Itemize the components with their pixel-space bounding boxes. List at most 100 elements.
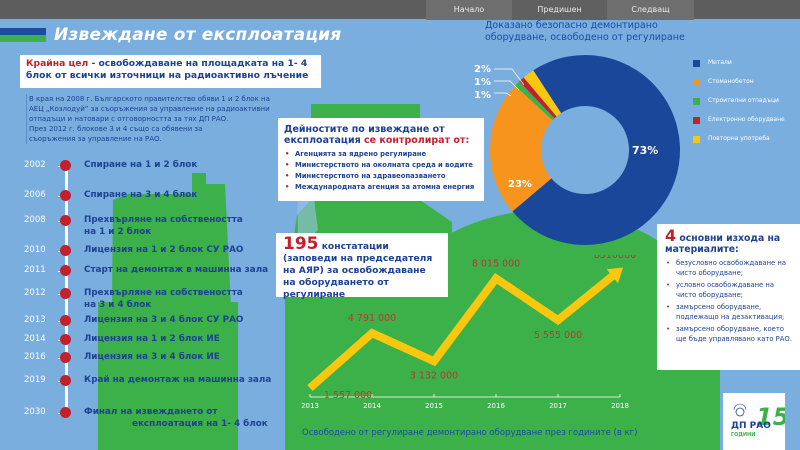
donut-slice <box>490 85 553 212</box>
goal-text: - освобождаване на площадката на 1- 4 бл… <box>26 58 309 81</box>
pct-leader-lines <box>494 68 525 97</box>
legend-item-reuse: Повторна употреба <box>693 135 800 146</box>
donut-slice <box>519 77 557 119</box>
pct-label-construction: 1% <box>474 90 491 101</box>
timeline-year: 2014 <box>24 334 46 344</box>
findings-description: (заповеди на председателя на АЯР) за осв… <box>283 253 433 300</box>
company-logo: 15 ДП РАО ГОДИНИ <box>723 393 789 450</box>
data-point-label: 8 015 000 <box>472 258 520 269</box>
outcomes-box: 4 основни изхода на материалите: безусло… <box>657 224 800 370</box>
svg-text:2014: 2014 <box>363 402 381 410</box>
timeline-label-line: на 3 и 4 блок <box>84 300 152 310</box>
legend-item-electronics: Електронно оборудване <box>693 116 800 127</box>
logo-graphic: 15 ДП РАО ГОДИНИ <box>731 403 789 438</box>
legend-label: Стоманобетон <box>708 78 754 85</box>
timeline-year: 2013 <box>24 315 46 325</box>
outcome-item: безусловно освобождаване на чисто оборуд… <box>665 259 792 278</box>
svg-text:ДП РАО: ДП РАО <box>731 421 771 431</box>
timeline-label-line: Лицензия на 3 и 4 блок ИЕ <box>84 352 220 362</box>
timeline-dot <box>60 160 71 171</box>
title-accent-blue <box>0 28 46 35</box>
timeline-label: Лицензия на 1 и 2 блок ИЕ <box>84 333 220 345</box>
svg-text:ГОДИНИ: ГОДИНИ <box>731 432 755 438</box>
data-point-label: 5 555 000 <box>534 330 582 341</box>
timeline-label-line: Лицензия на 1 и 2 блок ИЕ <box>84 334 220 344</box>
timeline-label: Прехвърляне на собствеността на 3 и 4 бло… <box>84 287 243 311</box>
donut-chart-title: Доказано безопасно демонтирано оборудван… <box>485 20 685 43</box>
timeline-year: 2008 <box>24 215 46 225</box>
timeline-year: 2006 <box>24 190 46 200</box>
timeline-dot <box>60 375 71 386</box>
timeline-dot <box>60 334 71 345</box>
donut-slice <box>512 55 680 246</box>
timeline-year: 2002 <box>24 160 46 170</box>
findings-label: констатации <box>318 241 389 252</box>
regulator-item: Министерството на здравеопазването <box>284 171 478 182</box>
outcome-item: замърсено оборудване, подлежащо на дезак… <box>665 303 792 322</box>
line-chart-caption: Освободено от регулиране демонтирано обо… <box>302 428 638 438</box>
timeline-dot <box>60 407 71 418</box>
line-chart: 2013 2014 2015 2016 2017 2018 1 557 000 4 791 0… <box>301 255 636 410</box>
timeline-label: Спиране на 1 и 2 блок <box>84 159 197 171</box>
svg-text:15: 15 <box>756 403 785 431</box>
intro-line: отпадъци и натовари с отговорността за т… <box>29 115 229 123</box>
timeline-label: Лицензия на 3 и 4 блок ИЕ <box>84 351 220 363</box>
regulators-box: Дейностите по извеждане от експлоатация … <box>278 118 484 201</box>
legend-swatch <box>693 60 700 67</box>
timeline-dot <box>60 265 71 276</box>
legend-label: Електронно оборудване <box>708 116 785 123</box>
legend-label: Повторна употреба <box>708 135 770 142</box>
timeline-year: 2012 <box>24 288 46 298</box>
outcomes-count: 4 <box>665 226 677 245</box>
line-series <box>307 272 616 391</box>
donut-slice <box>515 81 555 121</box>
timeline-label-line: Лицензия на 1 и 2 блок СУ РАО <box>84 245 244 255</box>
svg-text:2015: 2015 <box>425 402 443 410</box>
data-point-label: 1 557 000 <box>324 390 372 401</box>
timeline-label: Финал на извеждането от експлоатация на 1… <box>84 406 268 430</box>
data-point-label: 4 791 000 <box>348 313 396 324</box>
pct-label-reuse: 2% <box>474 64 491 75</box>
svg-text:73%: 73% <box>632 144 658 157</box>
donut-slice <box>523 70 562 117</box>
intro-line: съоръжения за управление на РАО. <box>29 135 162 143</box>
nav-previous-button[interactable]: Предишен <box>512 0 607 20</box>
svg-text:2018: 2018 <box>611 402 629 410</box>
top-navbar: Начало Предишен Следващ <box>0 0 800 20</box>
legend-swatch <box>693 79 700 86</box>
legend-label: Строителни отпадъци <box>708 97 779 104</box>
page-title: Извеждане от експлоатация <box>54 25 342 45</box>
data-point-label: 8510000 <box>594 255 636 261</box>
arrow-head-icon <box>606 267 624 284</box>
outcomes-list: безусловно освобождаване на чисто оборуд… <box>665 259 792 344</box>
timeline-label: Лицензия на 3 и 4 блок СУ РАО <box>84 314 243 326</box>
timeline-label-line: Финал на извеждането от <box>84 407 218 417</box>
timeline-label: Лицензия на 1 и 2 блок СУ РАО <box>84 244 243 256</box>
goal-box: Крайна цел - освобождаване на площадката… <box>20 55 321 88</box>
regulators-title-highlight: се контролират от: <box>364 135 470 146</box>
timeline-label-line: Прехвърляне на собствеността <box>84 215 243 225</box>
pct-label-electronic: 1% <box>474 77 491 88</box>
timeline-label-line: експлоатация на 1- 4 блок <box>132 419 268 429</box>
nav-next-button[interactable]: Следващ <box>607 0 694 20</box>
title-accent-green <box>0 35 46 42</box>
intro-line: През 2012 г. блокове 3 и 4 също са обяве… <box>29 125 203 133</box>
timeline-year: 2030 <box>24 407 46 417</box>
timeline-dot <box>60 288 71 299</box>
legend-item-construction-waste: Строителни отпадъци <box>693 97 800 108</box>
intro-line: АЕЦ „Козлодуй” за съоръжения за управлен… <box>29 105 270 113</box>
timeline-year: 2016 <box>24 352 46 362</box>
donut-chart: 73% 23% <box>490 55 680 246</box>
data-point-label: 3 132 000 <box>410 370 458 381</box>
nav-home-button[interactable]: Начало <box>426 0 512 20</box>
legend-item-metals: Метали <box>693 59 800 70</box>
timeline-dot <box>60 190 71 201</box>
regulator-item: Международната агенция за атомна енергия <box>284 182 478 193</box>
legend-item-concrete: Стоманобетон <box>693 78 800 89</box>
timeline-label: Старт на демонтаж в машинна зала <box>84 264 268 276</box>
regulator-item: Министерството на околната среда и водит… <box>284 160 478 171</box>
regulators-title: Дейностите по извеждане от експлоатация … <box>284 124 478 146</box>
findings-count: 195 <box>283 234 319 254</box>
outcome-item: замърсено оборудване, което ще бъде упра… <box>665 325 792 344</box>
regulators-title-text: Дейностите по извеждане от експлоатация <box>284 124 445 146</box>
